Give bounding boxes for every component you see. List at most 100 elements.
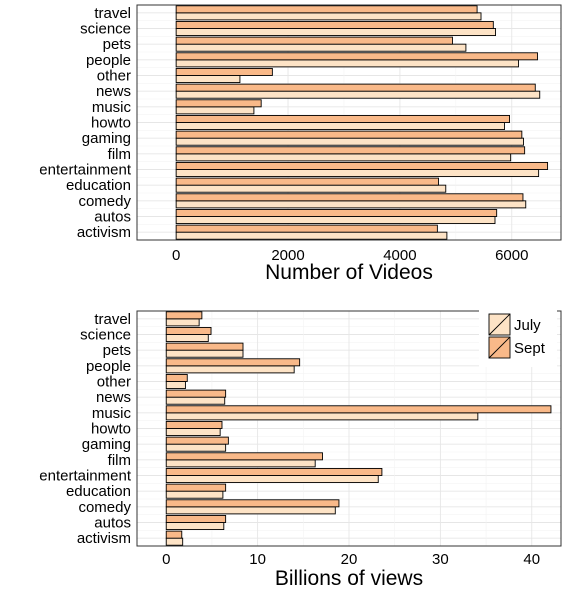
x-tick-label: 30: [432, 551, 449, 568]
category-label-news: news: [96, 389, 131, 406]
bar-people-july: [165, 365, 295, 374]
bar-entertainment-sept: [165, 468, 383, 476]
category-label-education: education: [66, 483, 131, 500]
category-label-film: film: [108, 452, 131, 469]
category-label-comedy: comedy: [78, 193, 131, 210]
bar-people-sept: [165, 358, 301, 367]
bar-autos-july: [165, 522, 225, 531]
legend-label-sept: Sept: [514, 340, 546, 357]
bar-education-july: [165, 490, 224, 499]
category-label-people: people: [86, 52, 131, 69]
bar-howto-sept: [175, 114, 510, 123]
bar-other-sept: [175, 67, 273, 76]
bar-science-july: [175, 28, 497, 37]
category-label-news: news: [96, 83, 131, 100]
bar-travel-sept: [165, 311, 203, 320]
legend-label-july: July: [514, 317, 541, 334]
category-label-comedy: comedy: [78, 499, 131, 516]
bar-howto-july: [175, 122, 505, 131]
bar-other-july: [165, 381, 186, 390]
x-tick-label: 40: [523, 551, 540, 568]
category-label-people: people: [86, 358, 131, 375]
bar-entertainment-july: [175, 169, 540, 178]
bar-howto-july: [165, 428, 221, 437]
category-label-entertainment: entertainment: [39, 162, 132, 179]
category-label-autos: autos: [94, 209, 131, 226]
category-label-howto: howto: [91, 115, 131, 132]
bar-pets-july: [175, 43, 467, 52]
chart-legend: July Sept: [479, 309, 557, 367]
bar-gaming-sept: [165, 436, 229, 445]
bar-autos-july: [175, 216, 496, 225]
bar-autos-sept: [165, 515, 227, 523]
bar-film-july: [165, 459, 316, 468]
bar-gaming-sept: [175, 130, 523, 139]
bar-travel-sept: [175, 5, 478, 14]
category-label-pets: pets: [103, 36, 131, 53]
bar-education-sept: [165, 483, 227, 492]
category-label-activism: activism: [77, 224, 131, 241]
bar-activism-july: [165, 537, 184, 546]
category-label-music: music: [92, 405, 132, 422]
views-chart-panel: activismautoscomedyeducationentertainmen…: [39, 310, 562, 590]
bar-activism-sept: [175, 224, 438, 233]
bar-entertainment-sept: [175, 161, 549, 170]
bar-news-july: [175, 90, 541, 99]
category-label-science: science: [80, 21, 131, 38]
bar-gaming-july: [175, 137, 524, 146]
bar-news-sept: [165, 389, 227, 398]
bar-science-sept: [165, 327, 212, 335]
bar-howto-sept: [165, 421, 223, 429]
category-label-gaming: gaming: [82, 436, 131, 453]
bar-comedy-july: [175, 200, 527, 209]
category-label-travel: travel: [94, 5, 131, 22]
bar-music-sept: [165, 405, 552, 414]
bar-film-july: [175, 153, 512, 162]
category-label-pets: pets: [103, 342, 131, 359]
bar-people-july: [175, 59, 519, 68]
category-label-entertainment: entertainment: [39, 468, 132, 485]
bar-travel-july: [175, 12, 482, 21]
category-label-education: education: [66, 177, 131, 194]
bar-education-july: [175, 184, 447, 193]
bar-film-sept: [175, 146, 526, 155]
category-label-music: music: [92, 99, 132, 116]
bar-news-july: [165, 396, 226, 405]
plot-frame: [136, 4, 562, 241]
category-label-science: science: [80, 327, 131, 344]
x-axis-title: Billions of views: [275, 567, 423, 590]
category-label-autos: autos: [94, 515, 131, 532]
bar-music-sept: [175, 99, 262, 108]
bar-other-july: [175, 75, 241, 84]
category-label-other: other: [97, 374, 131, 391]
bar-gaming-july: [165, 443, 227, 452]
bar-comedy-july: [165, 506, 336, 515]
plot-frame: [136, 310, 562, 547]
bar-education-sept: [175, 177, 439, 186]
videos-chart-panel: activismautoscomedyeducationentertainmen…: [39, 4, 562, 284]
bar-comedy-sept: [165, 499, 340, 508]
bar-activism-july: [175, 231, 448, 240]
bar-travel-july: [165, 318, 200, 327]
bar-entertainment-july: [165, 475, 379, 484]
legend-key-july-slash: [488, 313, 511, 336]
bar-people-sept: [175, 52, 538, 61]
x-tick-label: 4000: [383, 247, 416, 264]
bar-comedy-sept: [175, 193, 524, 202]
x-axis-title: Number of Videos: [265, 261, 433, 284]
bar-other-sept: [165, 374, 188, 382]
category-label-film: film: [108, 146, 131, 163]
x-tick-label: 0: [172, 247, 180, 264]
bar-pets-july: [165, 349, 244, 358]
x-tick-label: 2000: [271, 247, 304, 264]
category-label-howto: howto: [91, 421, 131, 438]
category-label-activism: activism: [77, 530, 131, 547]
x-tick-label: 6000: [495, 247, 528, 264]
bar-science-sept: [175, 21, 494, 29]
bar-activism-sept: [165, 530, 183, 539]
legend-key-sept-slash: [488, 336, 511, 359]
bar-pets-sept: [175, 36, 453, 45]
category-label-other: other: [97, 68, 131, 85]
bar-music-july: [175, 106, 255, 115]
